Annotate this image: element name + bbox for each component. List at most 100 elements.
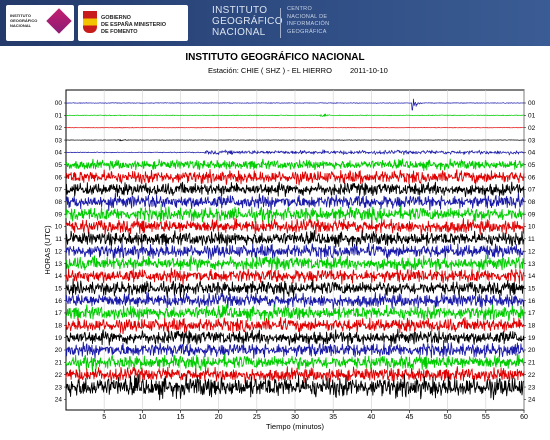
hour-label-left: 18 <box>55 323 63 330</box>
x-tick-label: 45 <box>406 414 414 421</box>
hour-label-right: 19 <box>528 335 536 342</box>
trace-hour-21 <box>65 353 525 373</box>
hour-label-right: 06 <box>528 174 536 181</box>
hour-label-left: 05 <box>55 162 63 169</box>
hour-label-right: 14 <box>528 273 536 280</box>
hour-label-left: 01 <box>55 113 63 120</box>
hour-label-right: 03 <box>528 137 536 144</box>
hour-label-right: 00 <box>528 100 536 107</box>
banner-subtitle: CENTRO NACIONAL DE INFORMACIÓN GEOGRÁFIC… <box>287 6 330 35</box>
hour-label-left: 02 <box>55 125 63 132</box>
hour-label-left: 14 <box>55 273 63 280</box>
trace-hour-04 <box>65 149 525 156</box>
trace-hour-20 <box>65 340 525 359</box>
trace-hour-03 <box>65 139 525 142</box>
hour-label-left: 21 <box>55 360 63 367</box>
trace-hour-02 <box>65 127 525 129</box>
trace-hour-11 <box>65 230 525 248</box>
trace-hour-09 <box>65 204 525 224</box>
hour-label-right: 21 <box>528 360 536 367</box>
x-tick-label: 50 <box>444 414 452 421</box>
hour-label-right: 07 <box>528 187 536 194</box>
chart-title: INSTITUTO GEOGRÁFICO NACIONAL <box>185 52 365 63</box>
hour-label-right: 11 <box>528 236 535 243</box>
hour-label-right: 12 <box>528 248 536 255</box>
hour-label-right: 23 <box>528 384 536 391</box>
hour-label-right: 20 <box>528 347 536 354</box>
hour-label-left: 19 <box>55 335 63 342</box>
ign-logo-text: INSTITUTO GEOGRÁFICO NACIONAL <box>10 13 38 28</box>
trace-hour-10 <box>65 217 525 236</box>
hour-label-left: 17 <box>55 310 63 317</box>
trace-hour-14 <box>65 267 525 285</box>
trace-hour-05 <box>65 158 525 172</box>
x-tick-label: 40 <box>367 414 375 421</box>
trace-hour-17 <box>65 304 525 322</box>
trace-hour-19 <box>65 328 525 347</box>
hour-label-left: 11 <box>55 236 62 243</box>
hour-label-left: 09 <box>55 211 63 218</box>
hour-label-left: 08 <box>55 199 63 206</box>
trace-hour-18 <box>65 317 525 335</box>
hour-label-left: 16 <box>55 298 63 305</box>
trace-hour-16 <box>65 291 525 310</box>
hour-label-right: 18 <box>528 323 536 330</box>
hour-label-right: 24 <box>528 397 536 404</box>
banner-title: INSTITUTO GEOGRÁFICO NACIONAL <box>212 5 283 38</box>
hour-label-left: 03 <box>55 137 63 144</box>
hour-label-right: 04 <box>528 150 536 157</box>
trace-hour-00 <box>65 98 525 111</box>
x-tick-label: 60 <box>520 414 528 421</box>
banner-divider <box>280 8 281 38</box>
station-label: Estación: CHIE ( SHZ ) - EL HIERRO <box>208 66 332 75</box>
trace-hour-07 <box>65 181 525 198</box>
date-label: 2011-10-10 <box>350 66 388 75</box>
hour-label-right: 09 <box>528 211 536 218</box>
hour-label-right: 13 <box>528 261 536 268</box>
hour-label-left: 00 <box>55 100 63 107</box>
x-axis-label: Tiempo (minutos) <box>266 422 325 431</box>
trace-hour-01 <box>65 113 525 117</box>
x-tick-label: 25 <box>253 414 261 421</box>
hour-label-right: 05 <box>528 162 536 169</box>
x-tick-label: 35 <box>329 414 337 421</box>
hour-label-left: 13 <box>55 261 63 268</box>
y-axis-label: HORAS (UTC) <box>43 225 52 275</box>
hour-label-right: 01 <box>528 113 536 120</box>
trace-hour-06 <box>65 169 525 186</box>
hour-label-left: 23 <box>55 384 63 391</box>
hour-label-left: 15 <box>55 285 63 292</box>
trace-hour-15 <box>65 278 525 298</box>
coat-of-arms-icon <box>83 11 97 33</box>
trace-hour-08 <box>65 192 525 212</box>
hour-label-right: 16 <box>528 298 536 305</box>
x-tick-label: 20 <box>215 414 223 421</box>
government-logo-text: GOBIERNO DE ESPAÑA MINISTERIO DE FOMENTO <box>101 15 167 35</box>
ign-logo[interactable]: INSTITUTO GEOGRÁFICO NACIONAL <box>6 5 74 41</box>
hour-label-left: 04 <box>55 150 63 157</box>
x-tick-label: 10 <box>138 414 146 421</box>
x-tick-label: 15 <box>177 414 185 421</box>
hour-label-left: 07 <box>55 187 63 194</box>
hour-label-left: 10 <box>55 224 63 231</box>
trace-hour-22 <box>65 366 525 384</box>
trace-hour-12 <box>65 242 525 261</box>
hour-label-left: 12 <box>55 248 63 255</box>
hour-label-right: 02 <box>528 125 536 132</box>
hour-label-left: 20 <box>55 347 63 354</box>
header-banner: INSTITUTO GEOGRÁFICO NACIONAL GOBIERNO D… <box>0 0 550 46</box>
hour-label-right: 17 <box>528 310 536 317</box>
trace-hour-13 <box>65 254 525 273</box>
hour-label-right: 08 <box>528 199 536 206</box>
x-tick-label: 30 <box>291 414 299 421</box>
hour-label-left: 24 <box>55 397 63 404</box>
hour-label-right: 15 <box>528 285 536 292</box>
hour-label-right: 22 <box>528 372 536 379</box>
government-logo[interactable]: GOBIERNO DE ESPAÑA MINISTERIO DE FOMENTO <box>78 5 188 41</box>
hour-label-right: 10 <box>528 224 536 231</box>
hour-label-left: 06 <box>55 174 63 181</box>
x-tick-label: 5 <box>102 414 106 421</box>
trace-hour-23 <box>65 374 525 401</box>
hour-label-left: 22 <box>55 372 63 379</box>
